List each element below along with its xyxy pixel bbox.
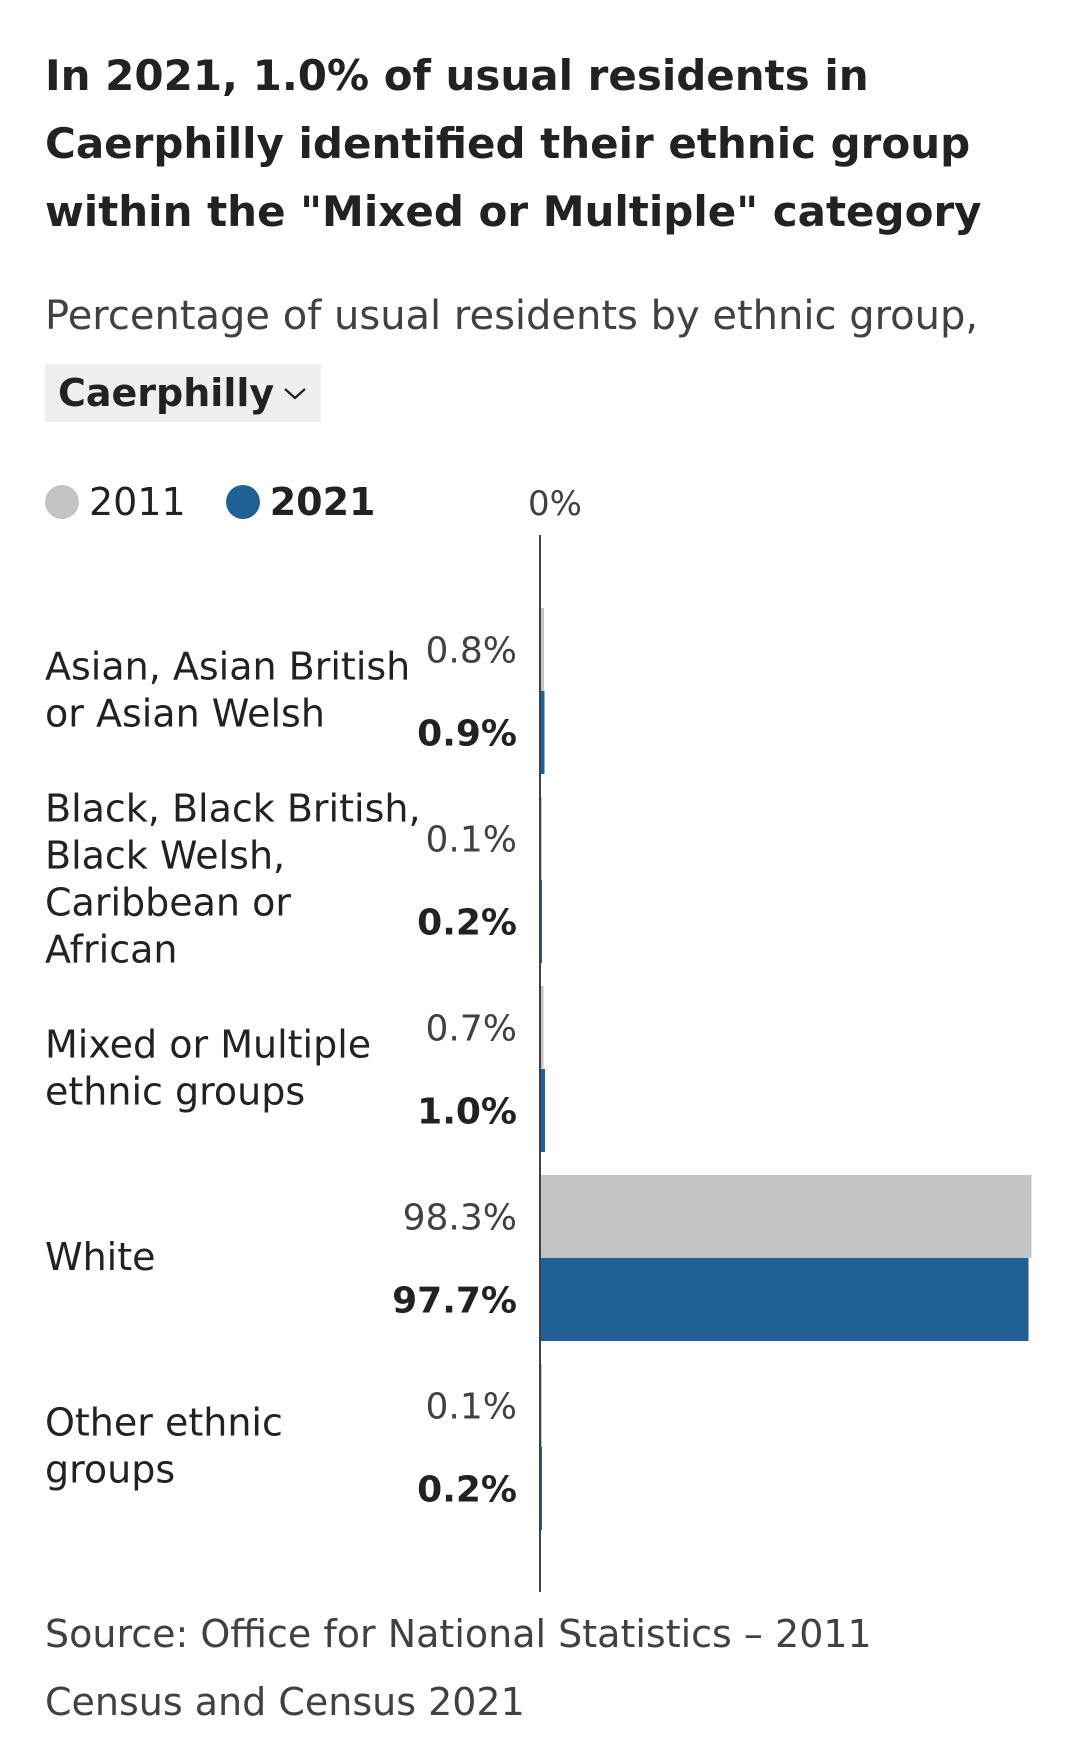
data-label-2021-4: 0.2% <box>417 1470 517 1511</box>
data-label-2021-3: 97.7% <box>392 1281 517 1322</box>
legend-label-2011: 2011 <box>89 480 186 524</box>
category-label: White <box>45 1235 156 1279</box>
data-label-2021-1: 0.2% <box>417 903 517 944</box>
bar-2011-2 <box>540 986 544 1069</box>
legend-swatch-2021 <box>225 485 260 519</box>
category-label: Asian, Asian British or Asian Welsh <box>45 645 410 736</box>
source-note: Source: Office for National Statistics –… <box>45 1612 872 1724</box>
category-label: Other ethnic groups <box>45 1401 283 1492</box>
bar-2021-2 <box>540 1069 545 1152</box>
data-label-2011-1: 0.1% <box>426 820 517 861</box>
bar-2021-3 <box>540 1258 1029 1341</box>
legend: 2011 2021 <box>45 480 415 524</box>
bar-2011-0 <box>540 608 544 691</box>
data-label-2011-0: 0.8% <box>426 631 517 672</box>
axis-zero-label: 0% <box>528 484 582 524</box>
bar-2011-3 <box>540 1175 1032 1258</box>
chevron-down-icon <box>284 388 306 400</box>
data-label-2011-2: 0.7% <box>426 1009 517 1050</box>
bar-2021-0 <box>540 691 545 774</box>
legend-item-2021: 2021 <box>225 480 376 524</box>
area-dropdown-label: Caerphilly <box>58 371 275 415</box>
data-label-2021-0: 0.9% <box>417 714 517 755</box>
area-dropdown[interactable]: Caerphilly <box>45 364 322 422</box>
legend-item-2011: 2011 <box>45 480 186 524</box>
data-label-2011-3: 98.3% <box>403 1198 517 1239</box>
chart-subtitle: Percentage of usual residents by ethnic … <box>45 293 979 339</box>
legend-swatch-2011 <box>45 485 79 519</box>
data-label-2011-4: 0.1% <box>426 1387 517 1428</box>
legend-label-2021: 2021 <box>269 480 376 524</box>
category-label: Mixed or Multiple ethnic groups <box>45 1023 371 1114</box>
category-label: Black, Black British, Black Welsh, Caribbe… <box>45 787 421 972</box>
bar-chart: Asian, Asian British or Asian Welsh 0.8% 0.… <box>45 535 1032 1592</box>
chart-title: In 2021, 1.0% of usual residents in Caer… <box>45 51 982 236</box>
data-label-2021-2: 1.0% <box>417 1092 517 1133</box>
